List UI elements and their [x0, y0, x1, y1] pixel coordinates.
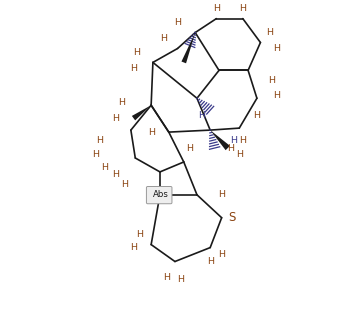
Text: H: H [198, 111, 205, 120]
Text: H: H [186, 143, 193, 153]
Text: H: H [148, 128, 155, 137]
Polygon shape [210, 130, 230, 150]
Text: H: H [227, 143, 234, 153]
FancyBboxPatch shape [147, 187, 172, 204]
Text: H: H [273, 91, 280, 100]
Text: H: H [273, 44, 280, 53]
Text: H: H [136, 230, 143, 239]
Text: Abs: Abs [153, 190, 169, 199]
Text: H: H [236, 150, 243, 159]
Text: H: H [218, 190, 225, 199]
Text: H: H [92, 150, 99, 159]
Text: H: H [97, 136, 104, 145]
Text: H: H [112, 170, 119, 180]
Text: H: H [239, 4, 246, 13]
Text: H: H [239, 136, 246, 145]
Text: H: H [130, 64, 137, 73]
Text: S: S [229, 211, 236, 224]
Text: H: H [174, 18, 181, 27]
Polygon shape [132, 105, 151, 121]
Text: H: H [230, 136, 238, 145]
Text: H: H [119, 98, 126, 107]
Text: H: H [213, 4, 220, 13]
Text: H: H [130, 243, 137, 252]
Text: H: H [160, 34, 167, 43]
Text: H: H [178, 275, 185, 284]
Text: H: H [101, 163, 108, 172]
Text: H: H [134, 48, 141, 57]
Text: H: H [218, 250, 225, 259]
Text: H: H [112, 114, 119, 123]
Text: H: H [268, 76, 275, 85]
Text: H: H [207, 257, 214, 266]
Text: H: H [163, 273, 170, 282]
Text: H: H [266, 28, 273, 37]
Polygon shape [181, 32, 195, 63]
Text: H: H [121, 180, 128, 189]
Text: H: H [253, 111, 260, 120]
